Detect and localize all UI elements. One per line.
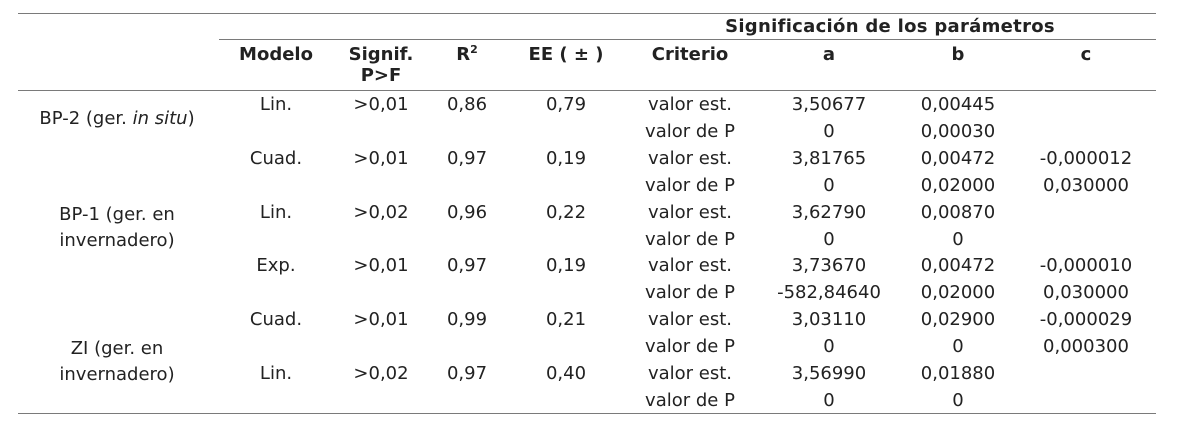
cell-a: 0	[823, 336, 835, 358]
cell-c: -0,000012	[1039, 147, 1133, 169]
cell-a: 0	[823, 120, 835, 142]
span-header-significacion: Significación de los parámetros	[725, 16, 1055, 37]
cell-b: 0,00445	[920, 94, 996, 115]
cell-a: 3,56990	[791, 363, 867, 384]
cell-r2: 0,97	[446, 363, 488, 384]
cell-a: 0	[823, 389, 835, 411]
cell-signif: >0,02	[353, 201, 409, 223]
group-label-bp2-post: )	[187, 108, 195, 129]
cell-b: 0,01880	[920, 363, 996, 384]
group-label-bp1-line1: BP-1 (ger. en	[59, 204, 175, 225]
cell-ee: 0,19	[545, 255, 587, 277]
cell-c: 0,030000	[1043, 174, 1129, 196]
cell-a: 3,73670	[791, 255, 867, 277]
cell-signif: >0,01	[353, 309, 409, 331]
cell-r2: 0,96	[446, 201, 488, 223]
col-header-signif: Signif. P>F	[349, 44, 414, 86]
group-label-zi-line2: invernadero)	[59, 364, 175, 385]
cell-b: 0,02000	[920, 174, 996, 196]
cell-criterio: valor de P	[645, 120, 735, 142]
group-label-bp1: BP-1 (ger. en invernadero)	[59, 202, 175, 254]
col-header-a: a	[822, 44, 836, 65]
cell-c: -0,000010	[1039, 255, 1133, 277]
col-header-c: c	[1080, 44, 1092, 65]
col-header-modelo: Modelo	[239, 44, 313, 65]
cell-modelo: Lin.	[259, 201, 293, 223]
cell-a: 3,81765	[791, 147, 867, 169]
cell-signif: >0,01	[353, 147, 409, 169]
cell-ee: 0,19	[545, 147, 587, 169]
cell-b: 0,00472	[920, 147, 996, 169]
cell-b: 0	[952, 336, 964, 358]
cell-ee: 0,21	[545, 309, 587, 331]
cell-modelo: Exp.	[256, 255, 296, 277]
col-header-r2-base: R	[456, 44, 471, 65]
cell-criterio: valor est.	[647, 201, 733, 223]
cell-a: 3,03110	[791, 309, 867, 331]
cell-c: 0,030000	[1043, 282, 1129, 304]
group-label-bp2: BP-2 (ger. in situ)	[39, 106, 194, 132]
cell-criterio: valor de P	[645, 336, 735, 358]
cell-b: 0,00870	[920, 201, 996, 223]
col-header-r2-sup: 2	[470, 43, 478, 56]
cell-a: 3,50677	[791, 94, 867, 115]
cell-r2: 0,97	[446, 147, 488, 169]
cell-b: 0	[952, 228, 964, 250]
cell-criterio: valor de P	[645, 228, 735, 250]
cell-criterio: valor est.	[647, 255, 733, 277]
cell-modelo: Cuad.	[249, 147, 303, 169]
cell-signif: >0,01	[353, 255, 409, 277]
group-label-bp2-italic: in situ	[132, 108, 188, 129]
cell-ee: 0,79	[545, 94, 587, 115]
cell-modelo: Lin.	[259, 363, 293, 384]
cell-modelo: Cuad.	[249, 309, 303, 331]
cell-ee: 0,22	[545, 201, 587, 223]
col-header-signif-line1: Signif.	[348, 44, 414, 65]
col-header-signif-line2: P>F	[360, 65, 402, 86]
group-label-bp2-pre: BP-2 (ger.	[39, 108, 133, 129]
cell-c: 0,000300	[1043, 336, 1129, 358]
col-header-b: b	[951, 44, 965, 65]
cell-r2: 0,97	[446, 255, 488, 277]
cell-criterio: valor est.	[647, 147, 733, 169]
col-header-criterio: Criterio	[651, 44, 729, 65]
header-bottom-rule	[18, 90, 1156, 91]
cell-ee: 0,40	[545, 363, 587, 384]
cell-c: -0,000029	[1039, 309, 1133, 331]
cell-criterio: valor est.	[647, 363, 733, 384]
cell-criterio: valor est.	[647, 309, 733, 331]
cell-b: 0,02900	[920, 309, 996, 331]
cell-a: -582,84640	[777, 282, 881, 304]
cell-r2: 0,86	[446, 94, 488, 115]
cell-criterio: valor est.	[647, 94, 733, 115]
cell-modelo: Lin.	[259, 94, 293, 115]
cell-b: 0,00472	[920, 255, 996, 277]
table-bottom-rule	[18, 413, 1156, 414]
group-label-bp1-line2: invernadero)	[59, 230, 175, 251]
cell-criterio: valor de P	[645, 389, 735, 411]
cell-signif: >0,02	[353, 363, 409, 384]
col-header-ee: EE ( ± )	[528, 44, 604, 65]
cell-a: 3,62790	[791, 201, 867, 223]
cell-r2: 0,99	[446, 309, 488, 331]
cell-a: 0	[823, 228, 835, 250]
cell-a: 0	[823, 174, 835, 196]
cell-criterio: valor de P	[645, 174, 735, 196]
cell-signif: >0,01	[353, 94, 409, 115]
table-top-rule	[18, 13, 1156, 14]
cell-criterio: valor de P	[645, 282, 735, 304]
header-span-rule	[219, 39, 1156, 40]
cell-b: 0,02000	[920, 282, 996, 304]
cell-b: 0,00030	[920, 120, 996, 142]
col-header-r2: R2	[456, 44, 478, 66]
cell-b: 0	[952, 389, 964, 411]
group-label-zi: ZI (ger. en invernadero)	[59, 336, 174, 388]
group-label-zi-line1: ZI (ger. en	[70, 338, 164, 359]
